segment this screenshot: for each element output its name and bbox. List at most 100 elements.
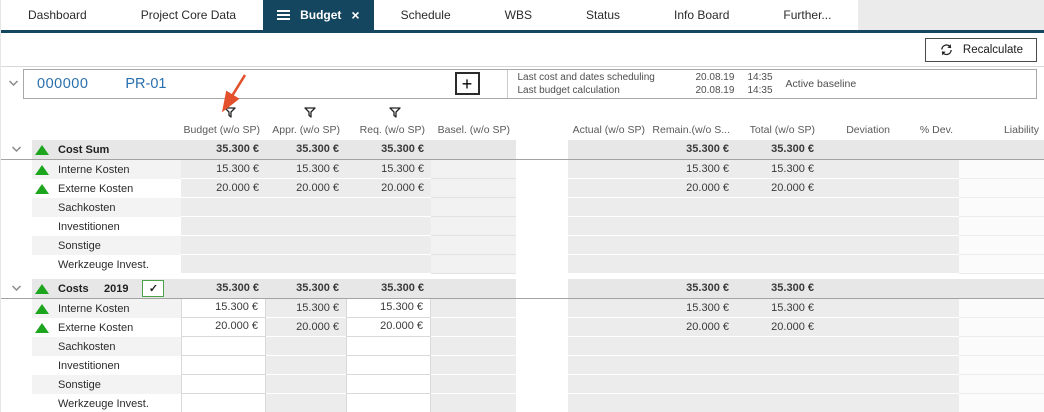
group-name-cell: Cost Sum (1, 140, 181, 159)
cell-appr (266, 337, 346, 356)
cell-remain (651, 217, 736, 236)
column-header-appr: Appr. (w/o SP) (266, 107, 346, 136)
cell-total (736, 337, 821, 356)
cell-deviation (821, 217, 896, 236)
group-total-basel (431, 140, 516, 159)
toolbar: Recalculate (1, 33, 1044, 67)
cell-req[interactable] (346, 337, 431, 356)
collapse-group-chevron[interactable] (11, 285, 22, 292)
column-group-gap (516, 299, 568, 318)
row-gutter (1, 394, 32, 412)
column-header-label: Req. (w/o SP) (359, 124, 425, 136)
row-gutter (1, 356, 32, 375)
cell-req (346, 198, 431, 217)
cell-deviation (821, 255, 896, 274)
recalculate-button[interactable]: Recalculate (924, 37, 1037, 62)
row-name: Externe Kosten (58, 182, 134, 195)
cost-row-investitionen: Investitionen (1, 356, 1044, 375)
tab-info-board[interactable]: Info Board (674, 8, 730, 22)
cell-pdev (896, 217, 959, 236)
cell-appr (266, 217, 346, 236)
add-button[interactable]: + (454, 72, 480, 95)
cell-budget (181, 217, 266, 236)
tab-wbs[interactable]: WBS (504, 8, 532, 22)
cell-actual (568, 318, 651, 337)
row-name: Werkzeuge Invest. (58, 397, 149, 410)
column-group-gap (516, 318, 568, 337)
cell-budget[interactable]: 15.300 € (181, 299, 266, 318)
cell-remain (651, 198, 736, 217)
row-gutter (1, 337, 32, 356)
cell-remain (651, 255, 736, 274)
column-group-gap (516, 198, 568, 217)
cell-req[interactable]: 20.000 € (346, 318, 431, 337)
tab-project-core-data[interactable]: Project Core Data (140, 8, 237, 22)
cell-budget[interactable] (181, 337, 266, 356)
tab-dashboard[interactable]: Dashboard (28, 8, 87, 22)
cell-budget[interactable] (181, 375, 266, 394)
filter-icon[interactable] (389, 107, 401, 121)
group-header-row-costs: Costs 2019 ✓ 35.300 €35.300 €35.300 €35.300… (1, 279, 1044, 299)
collapse-group-chevron[interactable] (11, 146, 22, 153)
cell-deviation (821, 337, 896, 356)
project-collapse-chevron[interactable] (4, 80, 23, 87)
cell-liability (959, 337, 1044, 356)
cell-pdev (896, 299, 959, 318)
cell-budget[interactable] (181, 394, 266, 412)
group-header-row-cost-sum: Cost Sum 35.300 €35.300 €35.300 €35.300 €… (1, 140, 1044, 160)
row-gutter (1, 179, 32, 198)
active-baseline-label: Active baseline (785, 77, 857, 90)
cell-req[interactable]: 15.300 € (346, 299, 431, 318)
cost-row-sonstige: Sonstige (1, 375, 1044, 394)
cell-req[interactable] (346, 394, 431, 412)
cell-basel (431, 160, 516, 179)
group-total-deviation (821, 279, 896, 298)
cell-deviation (821, 375, 896, 394)
cell-liability (959, 179, 1044, 198)
group-total-total: 35.300 € (736, 140, 821, 159)
tab-further[interactable]: Further... (783, 8, 832, 22)
column-header-deviation: Deviation (821, 124, 896, 136)
cell-budget[interactable] (181, 356, 266, 375)
tab-schedule[interactable]: Schedule (400, 8, 451, 22)
close-tab-icon[interactable]: × (351, 7, 360, 23)
menu-icon[interactable] (277, 10, 291, 20)
green-up-indicator-icon (35, 322, 49, 333)
cost-row-werkzeuge-invest: Werkzeuge Invest. (1, 394, 1044, 412)
group-year: 2019 (104, 282, 129, 295)
column-header-label: Liability (1003, 124, 1039, 136)
cell-basel (431, 394, 516, 412)
filter-icon[interactable] (224, 107, 236, 121)
cell-appr: 20.000 € (266, 318, 346, 337)
cell-remain (651, 337, 736, 356)
cell-actual (568, 255, 651, 274)
cell-budget (181, 198, 266, 217)
tab-status[interactable]: Status (586, 8, 621, 22)
group-total-remain: 35.300 € (651, 140, 736, 159)
cell-liability (959, 198, 1044, 217)
cell-basel (431, 318, 516, 337)
filter-icon[interactable] (304, 107, 316, 121)
cell-req[interactable] (346, 375, 431, 394)
cell-appr: 15.300 € (266, 160, 346, 179)
grid-header: Budget (w/o SP) Appr. (w/o SP) Req. (w/o S… (1, 100, 1044, 140)
cell-liability (959, 236, 1044, 255)
cell-basel (431, 299, 516, 318)
column-group-gap (516, 160, 568, 179)
cell-budget[interactable]: 20.000 € (181, 318, 266, 337)
cell-total (736, 198, 821, 217)
cell-req: 20.000 € (346, 179, 431, 198)
group-total-actual (568, 279, 651, 298)
column-header-remain: Remain.(w/o S... (651, 124, 736, 136)
cell-actual (568, 375, 651, 394)
column-header-basel: Basel. (w/o SP) (431, 124, 516, 136)
group-total-total: 35.300 € (736, 279, 821, 298)
cell-basel (431, 198, 516, 217)
group-checkbox[interactable]: ✓ (142, 280, 165, 297)
column-group-gap (516, 356, 568, 375)
tab-budget[interactable]: Budget × (263, 0, 374, 30)
cell-req (346, 236, 431, 255)
group-name-cell: Costs 2019 ✓ (1, 279, 181, 298)
cell-req[interactable] (346, 356, 431, 375)
column-group-gap (516, 394, 568, 412)
